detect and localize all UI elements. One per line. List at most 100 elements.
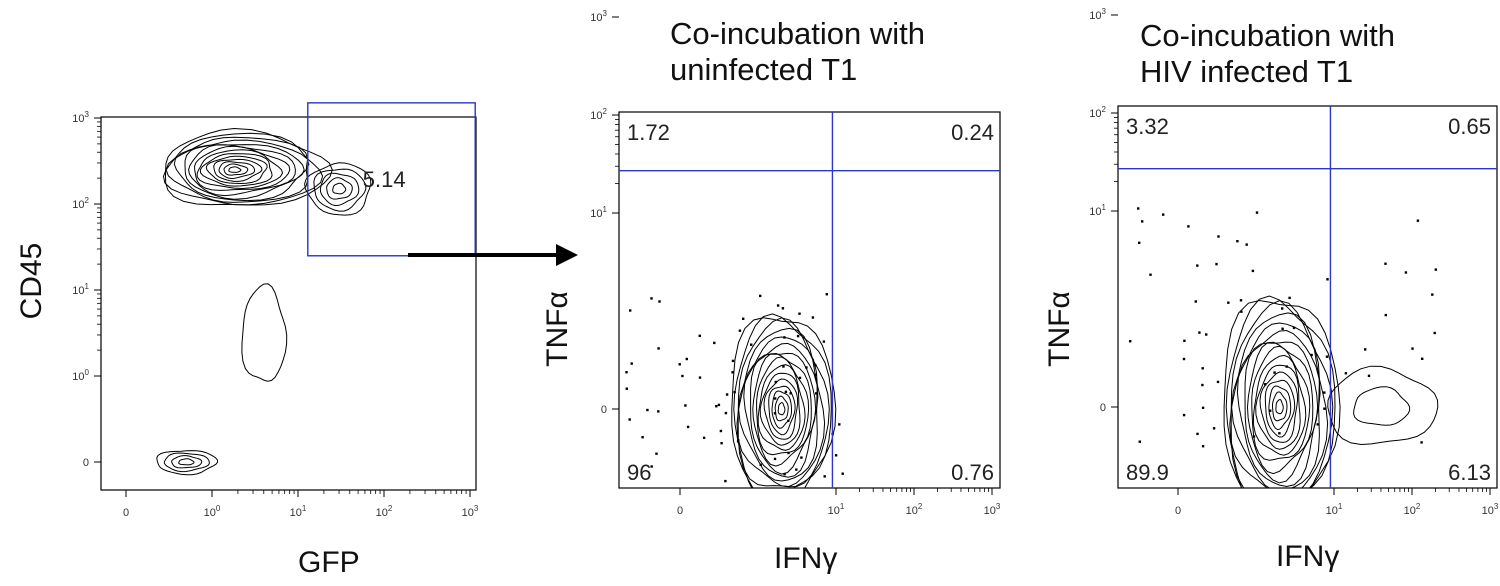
quadrant-upper-left: 1.72 [627, 120, 670, 145]
contour-line [228, 166, 242, 173]
outlier-dot [719, 429, 723, 433]
contour-line [1275, 398, 1284, 415]
outlier-dot [783, 473, 786, 476]
outlier-dot [1416, 219, 1420, 222]
contour-line [1246, 341, 1314, 475]
outlier-dot [736, 431, 739, 435]
outlier-dot [789, 392, 792, 395]
outlier-dot [1281, 307, 1284, 310]
outlier-dot [1310, 353, 1313, 357]
outlier-dot [1198, 331, 1201, 334]
outlier-dot [1288, 296, 1291, 300]
outlier-dot [1239, 299, 1243, 302]
outlier-dot [800, 456, 803, 459]
contour-line [213, 158, 263, 182]
outlier-dot [1201, 445, 1205, 448]
outlier-dot [1384, 313, 1387, 317]
y-tick-label: 103 [590, 9, 607, 24]
contour-line [199, 153, 273, 187]
x-tick-label: 101 [290, 504, 307, 519]
outlier-dot [782, 365, 785, 368]
outlier-dot [796, 334, 800, 338]
outlier-dot [1183, 339, 1186, 342]
quadrant-lower-left: 96 [627, 460, 651, 485]
outlier-dot [814, 364, 817, 367]
contour-line [1244, 341, 1319, 484]
y-tick-label: 101 [72, 282, 89, 297]
quadrant-lower-left: 89.9 [1126, 460, 1169, 485]
outlier-dot [1264, 383, 1267, 386]
outlier-dot [681, 374, 684, 378]
gate-percentage: 5.14 [363, 167, 406, 192]
outlier-dot [650, 297, 653, 300]
outlier-dot [657, 347, 660, 350]
outlier-dot [738, 329, 742, 332]
y-tick-label: 103 [72, 110, 89, 125]
contour-line [750, 352, 817, 475]
outlier-dot [838, 423, 841, 426]
outlier-dot [724, 411, 728, 415]
x-tick-label: 101 [828, 502, 845, 517]
outlier-dot [783, 336, 786, 339]
outlier-dot [733, 390, 736, 394]
y-tick-label: 102 [590, 107, 607, 122]
outlier-dot [625, 371, 628, 374]
contour-line [1327, 365, 1439, 446]
y-tick-label: 0 [1100, 402, 1106, 414]
outlier-dot [736, 440, 740, 443]
contour-line [223, 163, 249, 176]
outlier-dot [759, 294, 762, 298]
outlier-dot [841, 472, 844, 475]
outlier-dot [1196, 264, 1199, 267]
x-tick-label: 103 [984, 502, 1001, 517]
panel2-title-line1: Co-incubation with [670, 16, 926, 51]
contour-line [188, 144, 296, 197]
y-tick-label: 102 [1089, 105, 1106, 120]
contour-line [777, 402, 786, 416]
outlier-dot [1344, 372, 1348, 375]
contour-line [1223, 299, 1341, 488]
contour-line [1259, 371, 1299, 443]
outlier-dot [725, 393, 729, 396]
outlier-dot [1285, 365, 1288, 368]
x-tick-label: 102 [376, 504, 393, 519]
contour-line [194, 145, 291, 191]
contour-line [1272, 391, 1288, 422]
outlier-dot [787, 419, 790, 423]
outlier-dot [713, 341, 716, 345]
contour-line [1268, 385, 1292, 431]
contour-line [184, 144, 305, 200]
outlier-dot [698, 334, 701, 337]
contour-line [304, 162, 372, 216]
outlier-dot [724, 479, 727, 483]
outlier-dot [1162, 213, 1165, 216]
y-tick-label: 0 [83, 457, 89, 469]
x-tick-label: 103 [462, 504, 479, 519]
outlier-dot [630, 362, 633, 365]
outlier-dot [798, 312, 801, 315]
outlier-dot [1201, 367, 1204, 370]
contour-line [733, 313, 832, 488]
contour-line [774, 395, 789, 422]
panel1-x-label: GFP [298, 546, 360, 579]
contour-line [163, 452, 210, 473]
y-tick-label: 0 [601, 404, 607, 416]
gate-arrow [408, 244, 578, 266]
outlier-dot [1138, 440, 1141, 443]
outlier-dot [686, 425, 690, 429]
outlier-dot [798, 376, 802, 380]
contour-line [1225, 295, 1336, 488]
outlier-dot [1252, 435, 1256, 438]
outlier-dot [834, 454, 838, 457]
outlier-dot [1137, 207, 1140, 210]
contour-line [326, 177, 353, 200]
outlier-dot [1215, 262, 1218, 266]
outlier-dot [715, 405, 718, 408]
outlier-dot [1281, 327, 1284, 330]
x-tick-label: 0 [123, 507, 129, 519]
panel3-title-line2: HIV infected T1 [1140, 54, 1354, 89]
outlier-dot [1227, 301, 1230, 304]
contour-line [731, 317, 837, 488]
outlier-dot [1251, 269, 1255, 273]
